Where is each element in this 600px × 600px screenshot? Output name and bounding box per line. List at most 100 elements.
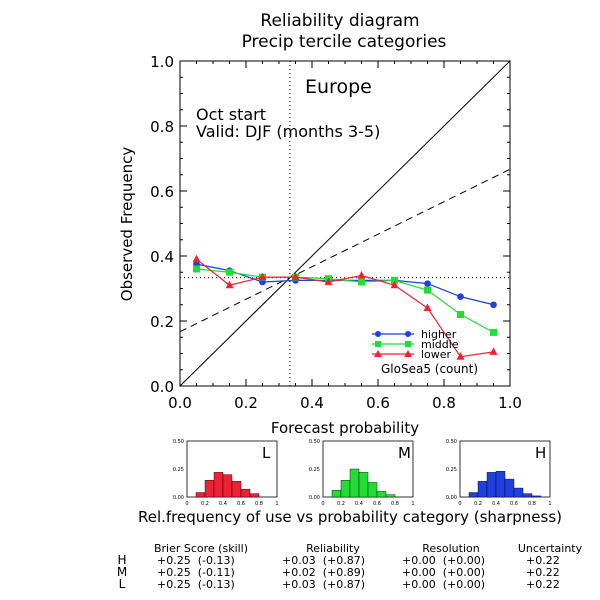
header-brier: Brier Score (skill) xyxy=(154,542,248,555)
score-table: Brier Score (skill) Reliability Resoluti… xyxy=(117,542,583,591)
header-reliability: Reliability xyxy=(306,542,360,555)
point-middle-0 xyxy=(193,265,200,273)
sharpness-ytick-M-1: 0.25 xyxy=(309,467,320,473)
axis-ticks: 0.0 0.2 0.4 0.6 0.8 1.0 0.0 0.2 0.4 0.6 0.8 1.0 xyxy=(150,53,522,412)
legend-marker-higher-2 xyxy=(405,331,411,337)
legend-label-lower: lower xyxy=(421,348,452,361)
sharpness-bar-L-5 xyxy=(231,481,242,498)
sharpness-bar-H-3 xyxy=(486,472,497,498)
legend: higher middle lower GloSea5 (count) xyxy=(372,328,478,376)
sharpness-bar-M-1 xyxy=(331,490,342,498)
score-resolution-M: +0.00 (+0.00) xyxy=(402,566,485,579)
score-row-label-L: L xyxy=(119,577,126,591)
x-axis-label: Forecast probability xyxy=(271,419,419,437)
legend-marker-lower xyxy=(374,350,382,357)
point-lower-7 xyxy=(423,303,432,311)
legend-label-middle: middle xyxy=(421,338,459,351)
chart-subtitle: Precip tercile categories xyxy=(242,32,447,52)
sharpness-bar-L-2 xyxy=(204,480,215,498)
sharpness-ytick-H-2: 0.50 xyxy=(446,439,457,445)
point-lower-9 xyxy=(489,347,498,355)
sharpness-bar-L-4 xyxy=(222,474,233,498)
sharpness-bar-H-2 xyxy=(477,481,488,498)
legend-marker-higher xyxy=(375,331,381,337)
sharpness-xtick-H-1: 0.2 xyxy=(474,501,482,507)
sharpness-bar-H-8 xyxy=(531,495,542,498)
point-middle-9 xyxy=(490,328,497,336)
sharpness-xtick-H-4: 0.8 xyxy=(528,501,536,507)
sharpness-xtick-H-5: 1 xyxy=(548,501,551,507)
sharpness-ytick-H-0: 0.00 xyxy=(446,495,457,501)
point-higher-8 xyxy=(457,293,464,300)
x-tick-label-2: 0.4 xyxy=(300,394,324,412)
model-label: GloSea5 (count) xyxy=(381,362,478,376)
y-tick-label-1: 0.2 xyxy=(150,313,174,331)
score-row-label-H: H xyxy=(117,553,126,567)
score-row-label-M: M xyxy=(117,565,127,579)
point-lower-2 xyxy=(258,272,267,281)
score-reliability-L: +0.03 (+0.87) xyxy=(282,578,365,591)
sharpness-xtick-H-0: 0 xyxy=(458,501,461,507)
point-lower-6 xyxy=(390,280,399,289)
score-brier-L: +0.25 (-0.13) xyxy=(157,578,235,591)
y-tick-label-0: 0.0 xyxy=(150,378,174,396)
sharpness-label-M: M xyxy=(398,444,411,462)
sharpness-xtick-M-1: 0.2 xyxy=(337,501,345,507)
y-axis-label: Observed Frequency xyxy=(118,147,136,302)
sharpness-panel-H: H 0.00 0.25 0.50 0 0.2 0.4 0.6 0.8 1 xyxy=(446,439,552,507)
sharpness-bar-L-1 xyxy=(195,492,206,498)
valid-label: Valid: DJF (months 3-5) xyxy=(196,122,380,141)
sharpness-bar-H-1 xyxy=(468,492,479,498)
point-middle-8 xyxy=(457,311,464,318)
sharpness-bar-M-5 xyxy=(367,482,378,498)
point-lower-3 xyxy=(291,272,300,281)
score-uncertainty-H: +0.22 xyxy=(526,554,560,567)
sharpness-bar-M-4 xyxy=(358,472,369,498)
score-brier-H: +0.25 (-0.13) xyxy=(157,554,235,567)
point-middle-6 xyxy=(391,276,398,284)
sharpness-xtick-H-3: 0.6 xyxy=(510,501,518,507)
point-lower-8 xyxy=(456,352,465,360)
perfect-reliability-line xyxy=(179,60,511,387)
sharpness-xtick-M-5: 1 xyxy=(411,501,414,507)
sharpness-bar-H-4 xyxy=(495,471,506,498)
sharpness-ytick-L-2: 0.50 xyxy=(173,439,184,445)
sharpness-caption: Rel.frequency of use vs probability cate… xyxy=(138,508,562,526)
sharpness-bar-M-3 xyxy=(349,468,360,498)
point-higher-9 xyxy=(490,301,497,309)
sharpness-ytick-M-2: 0.50 xyxy=(309,439,320,445)
sharpness-panel-M: M 0.00 0.25 0.50 0 0.2 0.4 0.6 0.8 1 xyxy=(309,439,415,507)
y-tick-label-3: 0.6 xyxy=(150,183,174,201)
score-reliability-H: +0.03 (+0.87) xyxy=(282,554,365,567)
sharpness-ytick-L-1: 0.25 xyxy=(173,467,184,473)
sharpness-xtick-L-2: 0.4 xyxy=(219,501,227,507)
no-skill-line xyxy=(179,168,511,333)
sharpness-ytick-M-0: 0.00 xyxy=(309,495,320,501)
sharpness-xtick-L-5: 1 xyxy=(275,501,278,507)
sharpness-bar-M-6 xyxy=(376,491,387,498)
sharpness-xtick-M-4: 0.8 xyxy=(391,501,399,507)
x-tick-label-3: 0.6 xyxy=(366,394,390,412)
series-line-higher xyxy=(196,263,494,306)
sharpness-xtick-L-3: 0.6 xyxy=(237,501,245,507)
sharpness-bar-L-7 xyxy=(249,493,260,498)
sharpness-bar-H-5 xyxy=(504,478,515,498)
sharpness-panels: L 0.00 0.25 0.50 0 0.2 0.4 0.6 0.8 1 M 0.00 0.25 0.50… xyxy=(173,439,552,507)
sharpness-xtick-L-4: 0.8 xyxy=(255,501,263,507)
sharpness-bar-H-7 xyxy=(522,493,533,498)
point-higher-7 xyxy=(424,280,431,287)
sharpness-xtick-M-2: 0.4 xyxy=(355,501,363,507)
sharpness-ytick-H-1: 0.25 xyxy=(446,467,457,473)
series-layer xyxy=(192,254,498,360)
score-brier-M: +0.25 (-0.11) xyxy=(157,566,235,579)
sharpness-ytick-L-0: 0.00 xyxy=(173,495,184,501)
y-tick-label-2: 0.4 xyxy=(150,248,174,266)
sharpness-xtick-L-1: 0.2 xyxy=(201,501,209,507)
x-tick-label-5: 1.0 xyxy=(498,394,522,412)
point-lower-0 xyxy=(192,254,201,263)
x-tick-label-0: 0.0 xyxy=(168,394,192,412)
point-middle-1 xyxy=(226,268,233,276)
sharpness-xtick-L-0: 0 xyxy=(185,501,188,507)
sharpness-xtick-M-0: 0 xyxy=(321,501,324,507)
